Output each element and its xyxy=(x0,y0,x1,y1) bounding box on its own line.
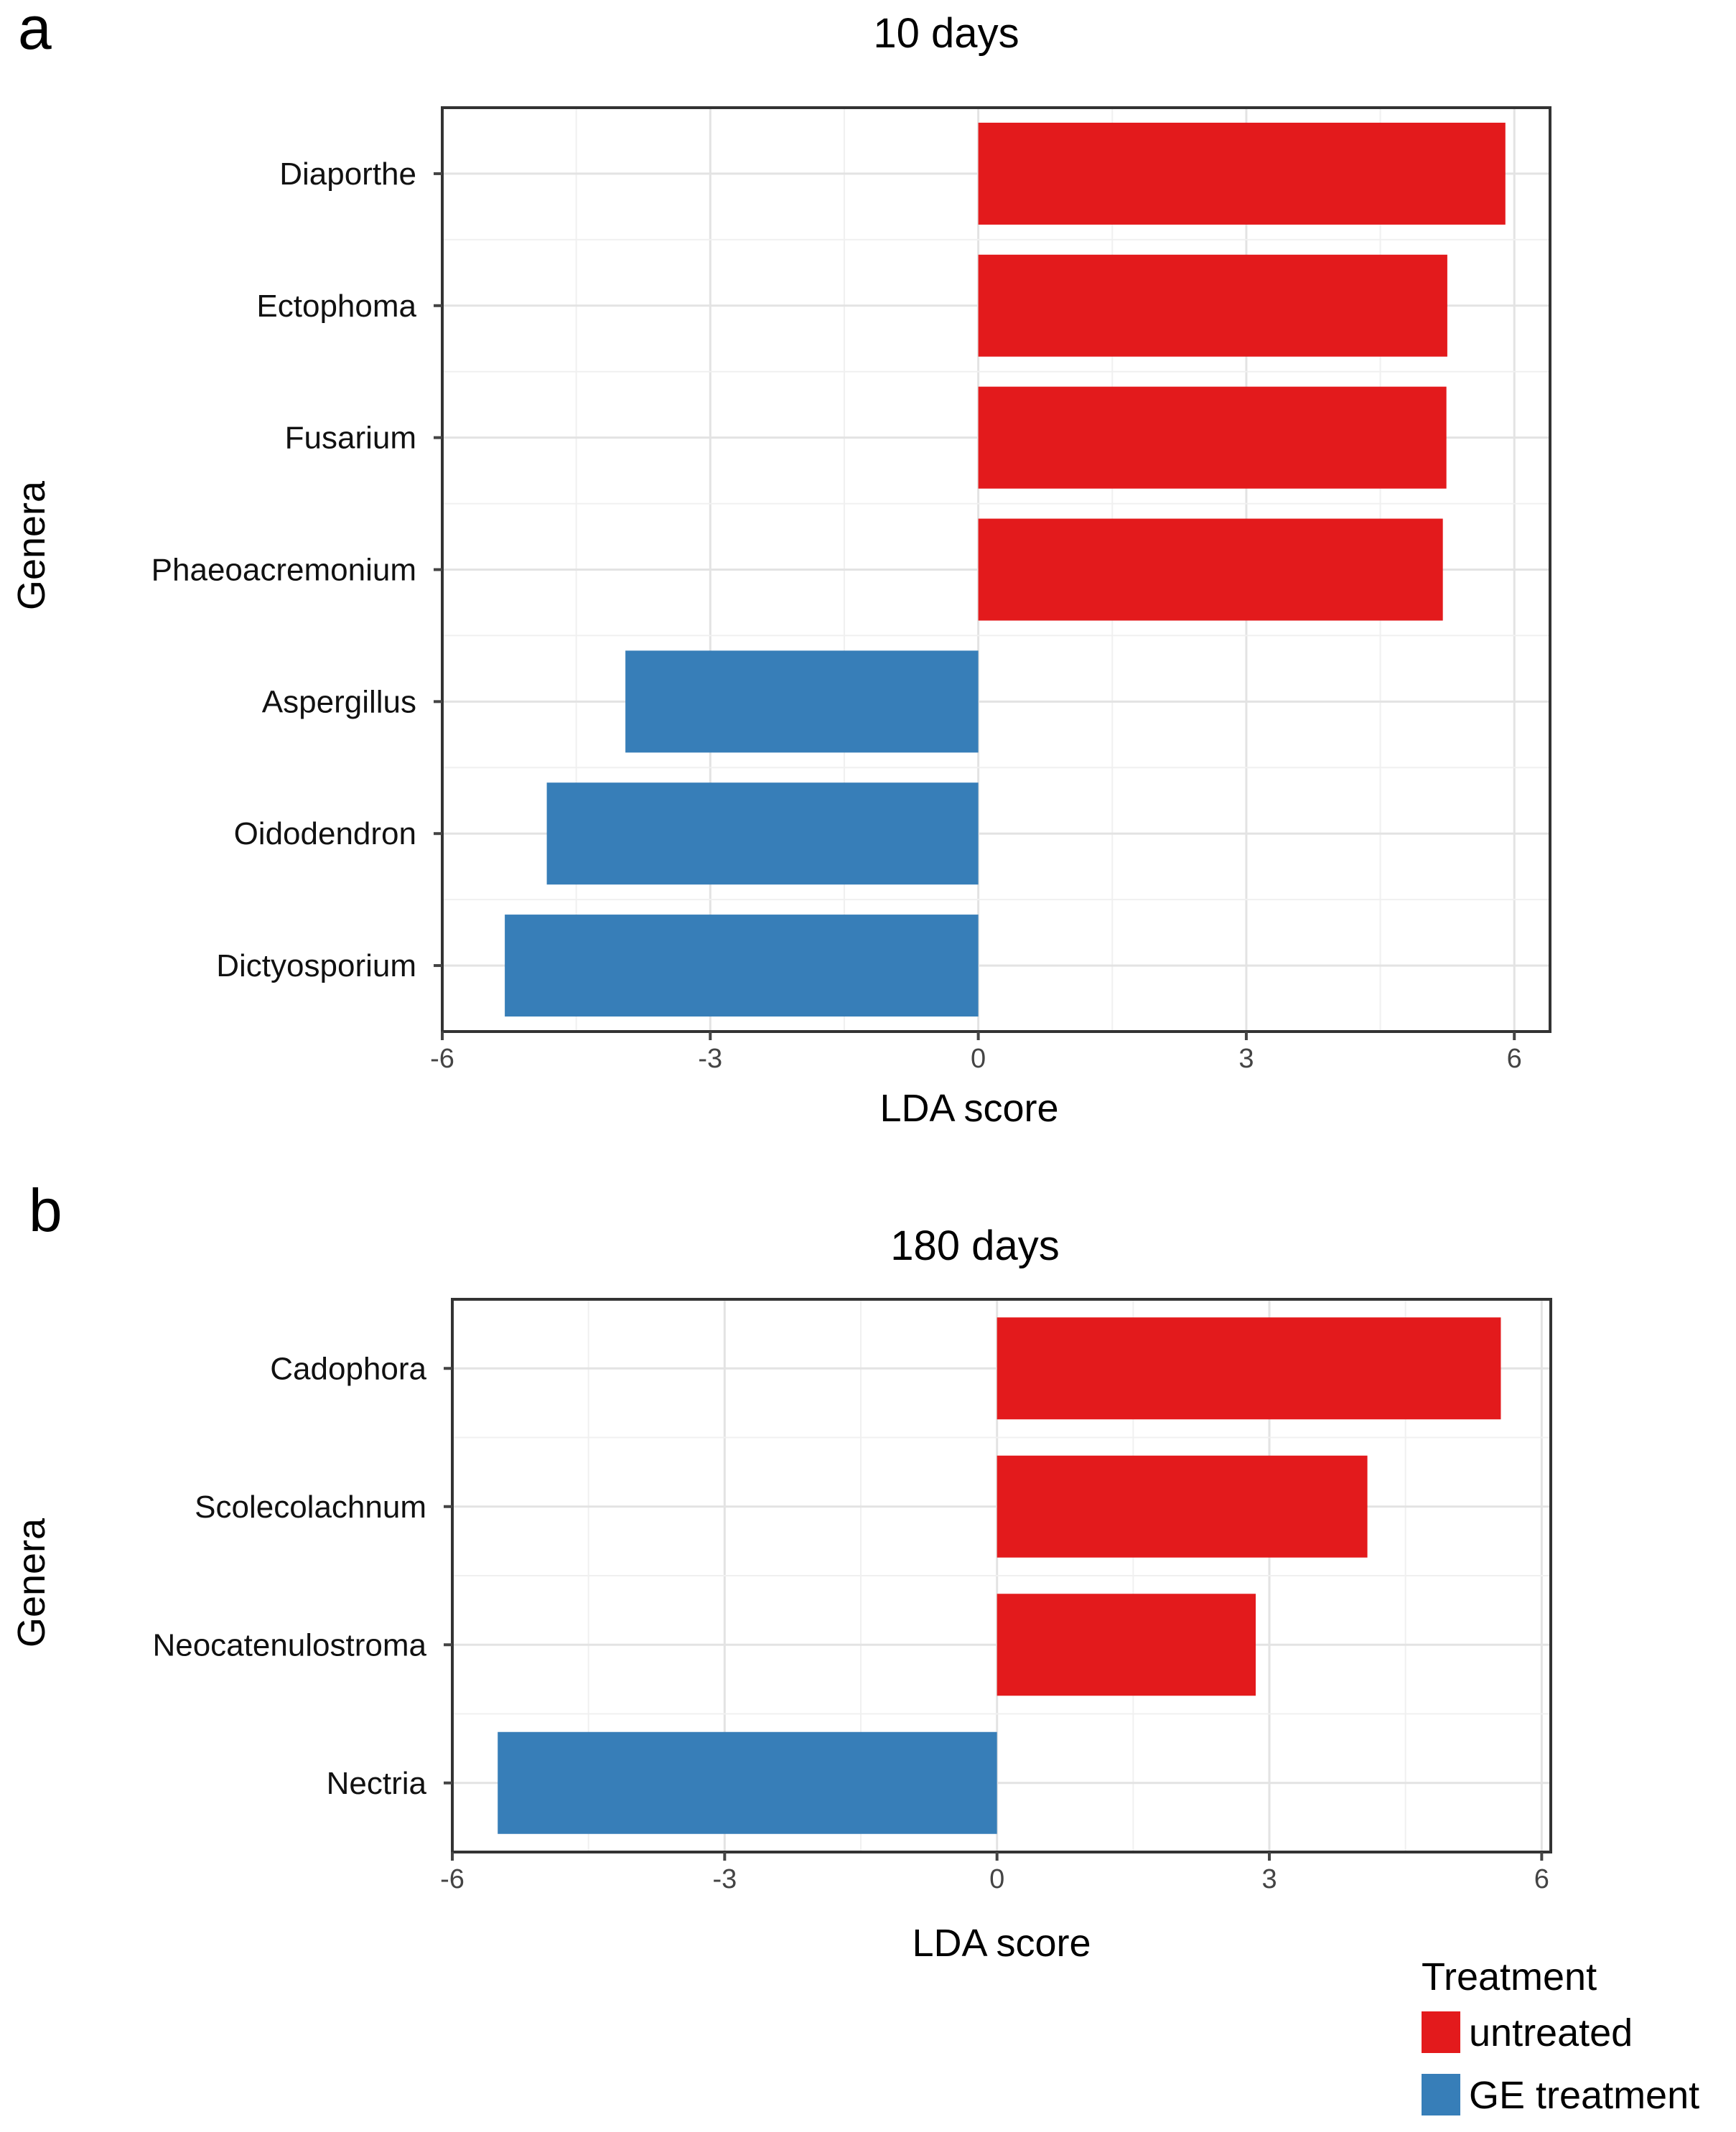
category-label: Fusarium xyxy=(285,421,416,456)
x-axis-ticks: -6 -3 0 3 6 xyxy=(440,1852,1549,1894)
panel-a: a 10 days Genera LDA score Diaporthe Ecto… xyxy=(10,0,1551,1130)
category-label: Ectophoma xyxy=(256,289,416,324)
category-label: Phaeoacremonium xyxy=(151,553,416,588)
panel-b: b 180 days Genera LDA score Cadophora Sco… xyxy=(10,1177,1552,1965)
category-labels: Diaporthe Ectophoma Fusarium Phaeoacremoniu… xyxy=(151,156,442,983)
category-label: Dictyosporium xyxy=(216,948,416,983)
x-tick-label: 6 xyxy=(1507,1044,1522,1074)
category-label: Diaporthe xyxy=(279,156,416,192)
x-axis-label: LDA score xyxy=(912,1922,1091,1965)
x-tick-label: 0 xyxy=(989,1864,1004,1894)
chart-title: 10 days xyxy=(873,10,1019,57)
category-label: Nectria xyxy=(327,1766,427,1801)
panel-letter: b xyxy=(29,1177,62,1244)
bar-ectophoma xyxy=(978,254,1447,357)
legend-label-untreated: untreated xyxy=(1469,2011,1633,2054)
x-tick-label: 0 xyxy=(971,1044,986,1074)
bar-dictyosporium xyxy=(505,915,979,1017)
bar-scolecolachnum xyxy=(997,1455,1368,1558)
bars xyxy=(498,1317,1501,1834)
x-tick-label: 3 xyxy=(1261,1864,1277,1894)
legend: Treatment untreated GE treatment xyxy=(1422,1955,1699,2117)
x-tick-label: -6 xyxy=(430,1044,454,1074)
bar-cadophora xyxy=(997,1317,1501,1420)
x-tick-label: 6 xyxy=(1534,1864,1549,1894)
category-label: Neocatenulostroma xyxy=(152,1627,426,1663)
legend-swatch-ge-treatment xyxy=(1422,2074,1460,2115)
y-axis-label: Genera xyxy=(10,1518,53,1647)
legend-title: Treatment xyxy=(1422,1955,1597,1998)
bar-aspergillus xyxy=(625,650,979,753)
category-label: Oidodendron xyxy=(234,816,416,851)
panel-letter: a xyxy=(18,0,52,62)
x-tick-label: -3 xyxy=(698,1044,722,1074)
x-tick-label: 3 xyxy=(1238,1044,1254,1074)
category-label: Cadophora xyxy=(270,1351,426,1386)
x-tick-label: -3 xyxy=(712,1864,737,1894)
x-tick-label: -6 xyxy=(440,1864,465,1894)
bar-oidodendron xyxy=(546,782,979,885)
y-axis-label: Genera xyxy=(10,480,53,610)
legend-swatch-untreated xyxy=(1422,2011,1460,2053)
bar-nectria xyxy=(498,1731,997,1834)
x-axis-label: LDA score xyxy=(879,1087,1058,1130)
bar-diaporthe xyxy=(978,122,1506,225)
chart-title: 180 days xyxy=(890,1222,1059,1269)
bar-neocatenulostroma xyxy=(997,1594,1256,1696)
bar-phaeoacremonium xyxy=(978,518,1443,621)
bars xyxy=(505,122,1506,1017)
x-axis-ticks: -6 -3 0 3 6 xyxy=(430,1032,1522,1074)
bar-fusarium xyxy=(978,386,1447,489)
category-label: Scolecolachnum xyxy=(195,1490,426,1525)
legend-label-ge-treatment: GE treatment xyxy=(1469,2074,1699,2117)
category-labels: Cadophora Scolecolachnum Neocatenulostroma… xyxy=(152,1351,452,1801)
category-label: Aspergillus xyxy=(262,684,416,719)
plot-border xyxy=(451,1298,1552,1853)
